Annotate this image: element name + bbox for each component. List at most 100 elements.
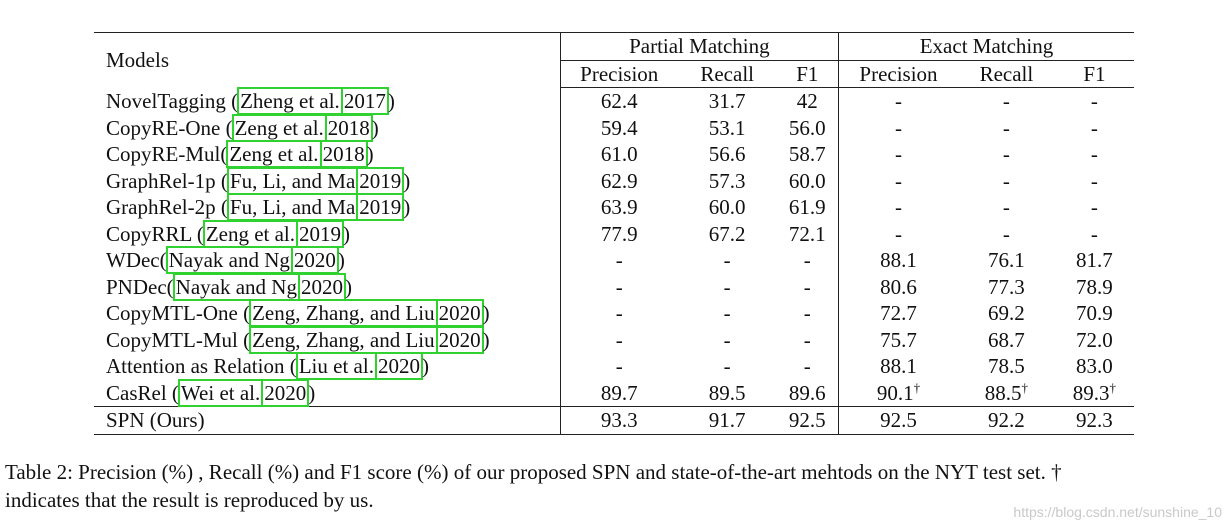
exact-recall-value: 92.2	[957, 406, 1055, 435]
exact-precision-value: -	[837, 141, 958, 168]
exact-precision-value: 72.7	[837, 300, 958, 327]
exact-matching-header: Exact Matching	[837, 32, 1134, 61]
citation-year[interactable]: 2018	[319, 140, 368, 169]
exact-f1-value: 81.7	[1076, 248, 1113, 273]
exact-precision-header: Precision	[837, 60, 958, 88]
partial-recall-value: 31.7	[708, 89, 746, 114]
exact-recall-value: 88.5†	[984, 379, 1029, 405]
model-name: NovelTagging (Zheng et al. 2017)	[106, 87, 395, 115]
partial-recall-value: 89.5	[708, 380, 746, 405]
partial-recall-value: -	[723, 248, 731, 273]
citation-year[interactable]: 2020	[374, 352, 423, 381]
citation-authors[interactable]: Nayak and Ng	[165, 246, 293, 275]
partial-precision-value: 89.7	[559, 379, 678, 407]
exact-f1-value: -	[1090, 221, 1098, 246]
exact-f1-value: -	[1090, 115, 1098, 140]
exact-f1-value: 72.0	[1076, 327, 1113, 352]
table-row: CopyMTL-One (Zeng, Zhang, and Liu 2020) - -…	[94, 299, 1134, 328]
citation-year[interactable]: 2020	[435, 325, 484, 354]
exact-f1-value: -	[1090, 168, 1098, 193]
exact-recall-value: -	[1002, 115, 1010, 140]
partial-recall-value: -	[723, 274, 731, 299]
citation-year[interactable]: 2019	[356, 193, 405, 222]
citation-year[interactable]: 2020	[261, 378, 310, 407]
table-row: CasRel (Wei et al. 2020) 89.7 89.5 89.6 90.1†…	[94, 378, 1134, 407]
partial-recall-header: Recall	[677, 60, 777, 88]
citation-year[interactable]: 2019	[296, 219, 345, 248]
partial-precision-value: -	[559, 273, 678, 300]
partial-f1-value: 61.9	[788, 195, 826, 220]
model-name: CopyRE-One (Zeng et al. 2018)	[106, 113, 379, 142]
partial-f1-value: 58.7	[788, 142, 826, 167]
table-caption: Table 2: Precision (%) , Recall (%) and …	[5, 458, 1225, 514]
citation-year[interactable]: 2017	[340, 87, 389, 115]
citation-authors[interactable]: Fu, Li, and Ma	[226, 166, 359, 195]
citation-authors[interactable]: Zeng, Zhang, and Liu	[249, 325, 438, 354]
model-name: CopyRRL (Zeng et al. 2019)	[106, 219, 351, 248]
citation-authors[interactable]: Zeng et al.	[226, 140, 322, 169]
citation-year[interactable]: 2020	[435, 299, 484, 328]
citation-year[interactable]: 2020	[290, 246, 339, 275]
citation-year[interactable]: 2018	[324, 113, 373, 142]
citation-year[interactable]: 2020	[297, 272, 346, 301]
dagger-mark: †	[913, 379, 921, 395]
partial-recall-value: -	[723, 301, 731, 326]
exact-recall-value: -	[1002, 195, 1010, 220]
partial-f1-value: -	[803, 274, 811, 299]
exact-recall-header: Recall	[957, 60, 1055, 88]
citation-year[interactable]: 2019	[356, 166, 405, 195]
citation-authors[interactable]: Fu, Li, and Ma	[226, 193, 359, 222]
exact-precision-value: -	[837, 87, 958, 115]
partial-f1-value: 72.1	[788, 221, 826, 246]
partial-precision-value: -	[559, 300, 678, 327]
partial-f1-value: 42	[796, 89, 818, 114]
partial-precision-value: 77.9	[559, 220, 678, 247]
exact-precision-value: -	[837, 194, 958, 221]
exact-recall-value: -	[1002, 89, 1010, 114]
table-row: WDec(Nayak and Ng 2020) - - - 88.1 76.1 81.7	[94, 246, 1134, 275]
partial-precision-value: -	[559, 326, 678, 353]
table-row: GraphRel-1p (Fu, Li, and Ma 2019) 62.9 57.3…	[94, 166, 1134, 195]
citation-authors[interactable]: Zeng, Zhang, and Liu	[249, 299, 438, 328]
model-name: GraphRel-2p (Fu, Li, and Ma 2019)	[106, 193, 411, 222]
citation-authors[interactable]: Wei et al.	[177, 378, 264, 407]
partial-f1-value: 89.6	[788, 380, 826, 405]
exact-f1-value: -	[1090, 142, 1098, 167]
partial-precision-value: 62.4	[559, 87, 678, 115]
partial-precision-value: -	[559, 247, 678, 274]
partial-f1-value: -	[803, 248, 811, 273]
exact-precision-value: 88.1	[837, 353, 958, 380]
partial-precision-value: -	[559, 353, 678, 380]
model-name: CasRel (Wei et al. 2020)	[106, 378, 316, 407]
citation-authors[interactable]: Liu et al.	[295, 352, 377, 381]
table-row: NovelTagging (Zheng et al. 2017) 62.4 31.7 4…	[94, 87, 1134, 115]
exact-recall-value: -	[1002, 168, 1010, 193]
exact-recall-value: -	[1002, 221, 1010, 246]
partial-recall-value: 53.1	[708, 115, 746, 140]
exact-recall-value: -	[1002, 142, 1010, 167]
exact-f1-value: -	[1090, 195, 1098, 220]
exact-precision-value: 75.7	[837, 326, 958, 353]
partial-precision-value: 62.9	[559, 167, 678, 194]
exact-f1-value: 83.0	[1076, 354, 1113, 379]
table-row: CopyRE-Mul(Zeng et al. 2018) 61.0 56.6 58.7-…	[94, 140, 1134, 169]
model-name: CopyMTL-One (Zeng, Zhang, and Liu 2020)	[106, 299, 490, 328]
partial-f1-value: 56.0	[788, 115, 826, 140]
citation-authors[interactable]: Zeng et al.	[231, 113, 327, 142]
exact-precision-value: 92.5	[837, 406, 958, 435]
exact-f1-value: 70.9	[1076, 301, 1113, 326]
partial-recall-value: 60.0	[708, 195, 746, 220]
models-header: Models	[94, 32, 561, 88]
exact-f1-value: -	[1090, 89, 1098, 114]
citation-authors[interactable]: Nayak and Ng	[172, 272, 300, 301]
partial-f1-header: F1	[776, 60, 839, 88]
citation-authors[interactable]: Zheng et al.	[237, 87, 343, 115]
partial-matching-header: Partial Matching	[559, 32, 839, 61]
table-row: CopyRE-One (Zeng et al. 2018) 59.4 53.1 56.0…	[94, 113, 1134, 142]
exact-precision-value: 88.1	[837, 247, 958, 274]
citation-authors[interactable]: Zeng et al.	[202, 219, 299, 248]
partial-precision-value: 93.3	[559, 406, 678, 435]
exact-precision-value: -	[837, 220, 958, 247]
partial-precision-value: 61.0	[559, 141, 678, 168]
table-row: GraphRel-2p (Fu, Li, and Ma 2019) 63.9 60.0…	[94, 193, 1134, 222]
